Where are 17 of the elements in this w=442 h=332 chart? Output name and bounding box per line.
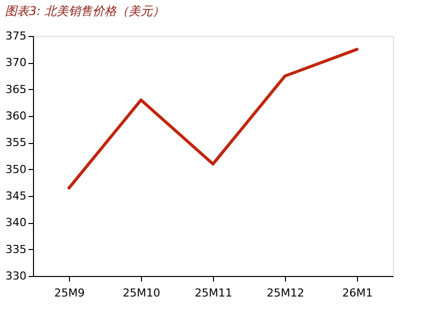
line-series — [68, 48, 358, 190]
y-tick-label: 330 — [6, 270, 26, 282]
y-tick-label: 345 — [6, 190, 26, 202]
x-tick-label: 26M1 — [342, 286, 373, 300]
x-tick-label: 25M12 — [266, 286, 304, 300]
y-tick-label: 375 — [6, 30, 26, 42]
y-tick-label: 335 — [6, 242, 26, 256]
y-tick-label: 360 — [6, 110, 26, 122]
y-tick-label: 350 — [6, 162, 26, 176]
x-tick-label: 25M9 — [54, 286, 85, 300]
x-tick-label: 25M10 — [122, 286, 160, 300]
y-tick-label: 340 — [6, 216, 26, 230]
y-tick-label: 370 — [6, 56, 26, 70]
y-tick-label: 355 — [6, 136, 26, 150]
x-tick-label: 25M11 — [194, 286, 232, 300]
chart-title: 图表3: 北美销售价格（美元） — [5, 4, 165, 18]
y-tick-label: 365 — [6, 82, 26, 96]
